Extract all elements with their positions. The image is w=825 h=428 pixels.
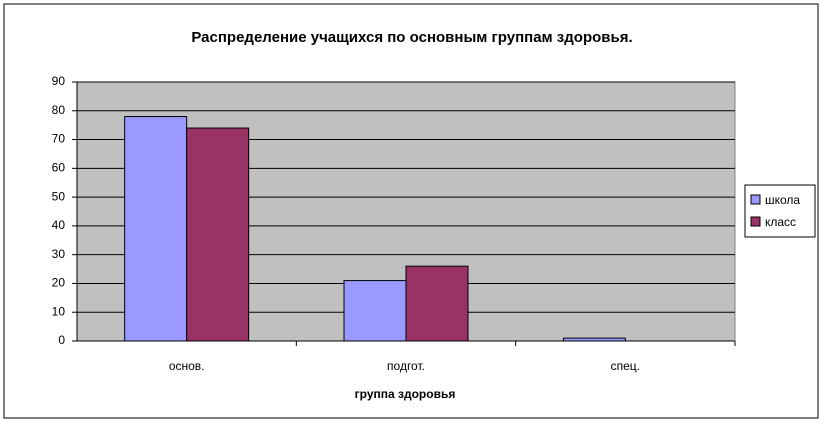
y-tick-label: 0 <box>58 333 65 347</box>
legend-swatch <box>750 194 761 205</box>
y-tick-label: 50 <box>52 189 66 203</box>
x-tick-label: спец. <box>611 359 640 373</box>
legend-label: школа <box>765 193 800 207</box>
x-tick-label: подгот. <box>387 359 425 373</box>
y-tick-label: 10 <box>52 304 66 318</box>
y-tick-label: 90 <box>52 74 66 88</box>
legend-swatch <box>750 216 761 227</box>
y-tick-label: 40 <box>52 218 66 232</box>
y-tick-label: 60 <box>52 161 66 175</box>
x-axis-label: группа здоровья <box>355 387 456 401</box>
y-tick-label: 80 <box>52 103 66 117</box>
legend-box <box>744 184 816 238</box>
bar <box>124 116 188 342</box>
y-tick-label: 70 <box>52 132 66 146</box>
x-tick-label: основ. <box>169 359 205 373</box>
bar <box>186 127 250 342</box>
chart-title: Распределение учащихся по основным групп… <box>191 29 632 46</box>
bar <box>405 265 469 342</box>
y-tick-label: 20 <box>52 276 66 290</box>
legend-label: класс <box>765 215 796 229</box>
y-tick-label: 30 <box>52 247 66 261</box>
bar <box>343 280 407 342</box>
